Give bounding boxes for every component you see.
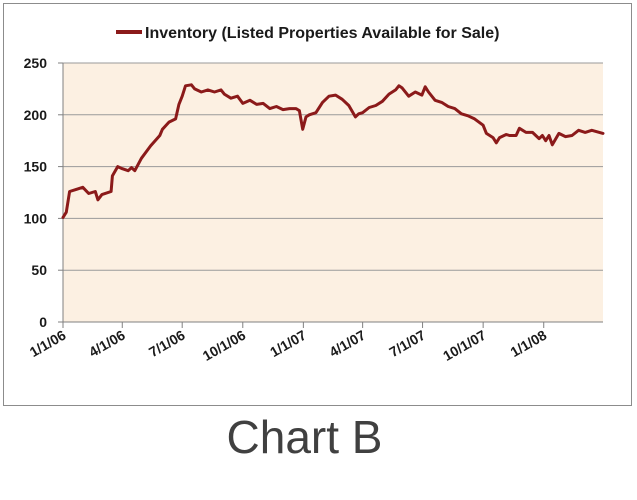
x-tick-label: 4/1/07 bbox=[326, 327, 368, 360]
y-tick-label: 150 bbox=[24, 159, 48, 175]
x-tick-label: 10/1/06 bbox=[200, 327, 249, 364]
chart-frame: Inventory (Listed Properties Available f… bbox=[3, 3, 632, 406]
y-tick-label: 250 bbox=[24, 55, 48, 71]
chart-svg: Inventory (Listed Properties Available f… bbox=[24, 25, 605, 364]
x-tick-label: 10/1/07 bbox=[440, 327, 489, 364]
y-tick-label: 200 bbox=[24, 107, 48, 123]
x-tick-label: 1/1/08 bbox=[508, 327, 550, 360]
x-tick-label: 4/1/06 bbox=[86, 327, 128, 360]
x-tick-label: 7/1/06 bbox=[146, 327, 188, 360]
y-tick-label: 100 bbox=[24, 210, 48, 226]
x-tick-label: 1/1/07 bbox=[267, 327, 309, 360]
series-line-inventory bbox=[61, 83, 605, 219]
chart-legend: Inventory (Listed Properties Available f… bbox=[116, 25, 499, 42]
x-tick-label: 1/1/06 bbox=[27, 327, 69, 360]
chart-caption: Chart B bbox=[226, 411, 383, 463]
x-tick-label: 7/1/07 bbox=[386, 327, 428, 360]
legend-label: Inventory (Listed Properties Available f… bbox=[145, 25, 499, 42]
plot-area bbox=[63, 63, 603, 322]
y-tick-label: 50 bbox=[31, 262, 47, 278]
y-tick-label: 0 bbox=[39, 314, 47, 330]
y-axis: 0 50 100 150 200 250 bbox=[24, 55, 64, 330]
grid-lines bbox=[63, 62, 603, 271]
x-axis: 1/1/06 4/1/06 7/1/06 10/1/06 1/1/07 4/1/07 7/1… bbox=[27, 321, 603, 364]
